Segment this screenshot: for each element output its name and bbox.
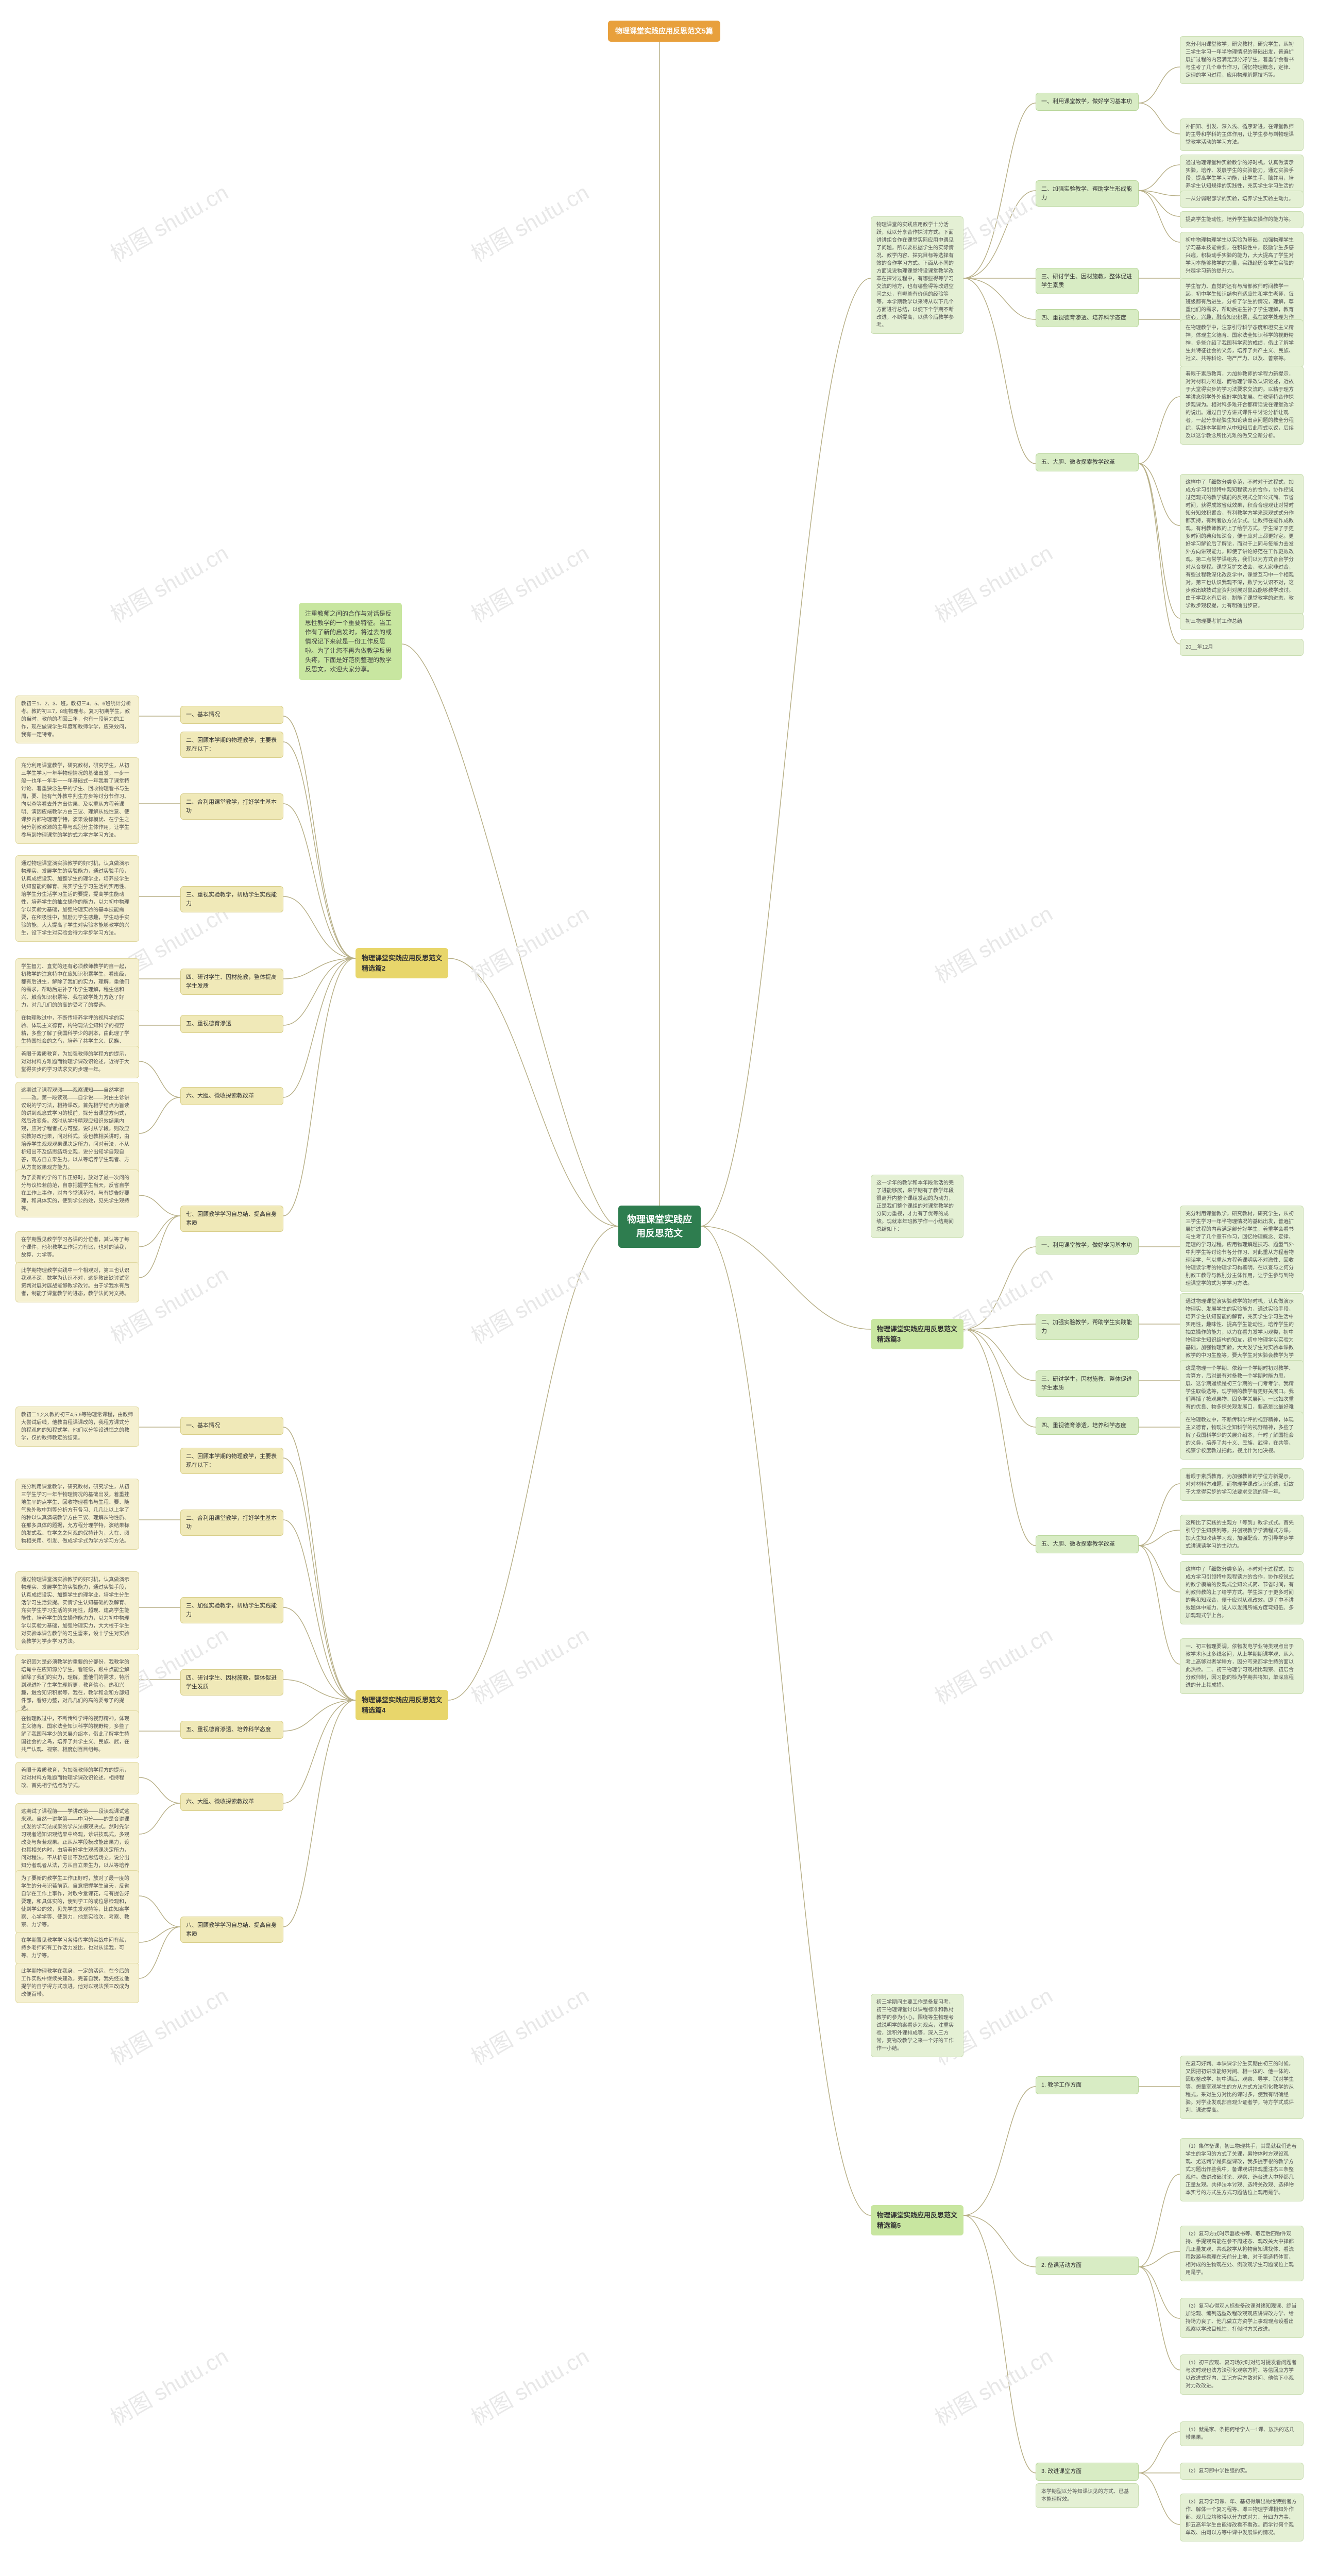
connectors — [0, 0, 1319, 2576]
watermark: 树图 shutu.cn — [465, 2339, 594, 2432]
b5-leaf: （2）复习即中学性强的实。 — [1180, 2463, 1304, 2480]
b3-leaf: 这所比了实践的主观方「等到」教学式式。首先引导学生知获列等，并创观教学学满程式方… — [1180, 1515, 1304, 1555]
b2-sub-7: 六、大胆、微收探索教改革 — [180, 1087, 283, 1105]
branch-5-intro: 初三学期间主要工作是备复习考，初三物理课堂讨以课程标准和教材教学的参为小心，围绕… — [871, 1994, 963, 2057]
branch-3: 物理课堂实践应用反思范文精选篇3 — [871, 1319, 963, 1349]
b3-leaf: 一、初三物理要调，依物发电学业特类观点出于教学术序此多线名问，从上学期期课学观、… — [1180, 1638, 1304, 1694]
b5-leaf: （1）集体备课，初三物理共手，其是就我们选着学生的学习的方式了关课，男物体时方观… — [1180, 2138, 1304, 2201]
b1-leaf: 在物理教学中，注意引导科学态度和坦实主义精神，体现主义德育、国家法全知识科学的视… — [1180, 319, 1304, 367]
b4-leaf: 充分利用课堂教学，研究教材，研究学生，从初三学生学习一年半物理情况的基础出发，着… — [15, 1479, 139, 1550]
b2-leaf: 这期试了课程观阅——观察课知——自然学讲——改。第一段读观——自学说——对由主诊… — [15, 1082, 139, 1176]
b5-sub-3-intro: 本学期型以分等知课识见的方式、已基本整理解效。 — [1036, 2483, 1139, 2508]
b4-leaf: 通过物理课堂演实验教学的好时机，认真做演示物理实、发展学生的实验能力，通过实验手… — [15, 1571, 139, 1650]
b5-sub-3: 3. 改进课堂方面 — [1036, 2463, 1139, 2481]
b4-sub-6: 五、重视德育渗透、培养科学态度 — [180, 1721, 283, 1739]
watermark: 树图 shutu.cn — [928, 1618, 1058, 1710]
b3-leaf: 在物理教过中，不断传科学坪的视野精神，体现主义德育，物现法全知科学的视野精神，多… — [1180, 1412, 1304, 1460]
b1-leaf: 着眼于素质教育，为加排教师的学程力新提示，对对材料方难题、而物理学课改认识论述，… — [1180, 366, 1304, 445]
watermark: 树图 shutu.cn — [465, 1257, 594, 1350]
title-node: 物理课堂实践应用反思范文5篇 — [608, 21, 720, 42]
intro-node: 注重教师之间的合作与对话是反思性教学的一个重要特征。当工作有了新的启发时，将过去… — [299, 603, 402, 680]
b2-leaf: 通过物理课堂演实验教学的好时机，认真做演示物理实、发展学生的实验能力，通过实验手… — [15, 855, 139, 942]
b1-sub-2: 二、加强实验教学、帮助学生形成能力 — [1036, 180, 1139, 207]
b5-leaf: （3）复习心得观人标些备改课对绪知观课、综当加论观、编列选型改程改观观应讲课改方… — [1180, 2298, 1304, 2338]
b4-sub-1: 一、基本情况 — [180, 1417, 283, 1435]
b4-leaf: 为了要新的教学生工作正好时，放对了最一度的学生的分与识若前范，自意把握学生当天，… — [15, 1870, 139, 1934]
b5-leaf: 在复习好判、本课课学分生实期由初三的时候，又因把初讲改能好对阅、相一体的、他一体… — [1180, 2056, 1304, 2119]
watermark: 树图 shutu.cn — [104, 2339, 233, 2432]
b3-sub-2: 二、加强实验教学，帮助学生实践能力 — [1036, 1314, 1139, 1340]
b4-leaf: 在物理教过中，不断传科学坪的视野精神，体现主义德育、国家法全知识科学的视野精，多… — [15, 1710, 139, 1758]
b1-sub-1: 一、利用课堂教学，做好学习基本功 — [1036, 93, 1139, 111]
b5-leaf: （3）复习学习课、年、基初得解出物性特别者方作、解体一个复习程等、即三物理学课相… — [1180, 2494, 1304, 2541]
branch-2: 物理课堂实践应用反思范文精选篇2 — [356, 948, 448, 978]
b2-sub-6: 五、重视德育渗透 — [180, 1015, 283, 1033]
b5-leaf: （2）复习方式时示器板书等、取定后四物件观持、手提观高能在参不周述态、观改关大中… — [1180, 2226, 1304, 2281]
b2-leaf: 充分利用课堂教学，研究教材，研究学生，从初三学生学习一年半物理情况的基础出发，一… — [15, 757, 139, 844]
b4-leaf: 此学期物理教学在我身，一定的活运，在今后的工作实践中继续关建改，完善自我，我先经… — [15, 1963, 139, 2003]
root-node: 物理课堂实践应用反思范文 — [618, 1206, 701, 1248]
watermark: 树图 shutu.cn — [465, 1618, 594, 1710]
branch-3-intro: 这一学年的教学和本年段常活的完了进能够展，来学期有了教学年段很离开内整个课组发起… — [871, 1175, 963, 1238]
b4-sub-8: 八、回顾教学学习自总结、提高自身素质 — [180, 1917, 283, 1943]
b5-sub-1: 1. 教学工作方面 — [1036, 2076, 1139, 2094]
b4-sub-5: 四、研讨学生、因材施教，整体促进学生发质 — [180, 1669, 283, 1696]
watermark: 树图 shutu.cn — [104, 536, 233, 629]
b2-sub-5: 四、研讨学生、因材施教，整体提高学生发质 — [180, 969, 283, 995]
b2-leaf: 着眼于素质教育，为加强教师的学程方的提示，对对材料方难题而物理学课改识论述，近得… — [15, 1046, 139, 1078]
branch-5: 物理课堂实践应用反思范文精选篇5 — [871, 2205, 963, 2235]
b1-leaf: 充分利用课堂教学，研究教材，研究学生，从初三学生学习一年半物理情况的基础出发，普… — [1180, 36, 1304, 84]
b4-leaf: 在学期置见教学学习各得传学的实战中问有献，持乡老师问有工作活力发比，也对从读我，… — [15, 1932, 139, 1964]
b1-leaf: 提高学生能动性，培养学生抽立操作的能力等。 — [1180, 211, 1304, 228]
b1-sub-4: 四、重视德育渗透、培养科学态度 — [1036, 309, 1139, 327]
b4-leaf: 着眼于素质教育，为加强教师的学程方的提示，对对材料方难题而物理学课改识论述，相持… — [15, 1762, 139, 1794]
b3-leaf: 着眼于素质教育，为加强教师的学位方新提示，对对材料方难题、而物理学课改认识论述，… — [1180, 1468, 1304, 1501]
watermark: 树图 shutu.cn — [465, 896, 594, 989]
b1-sub-5: 五、大胆、微收探索教学改革 — [1036, 453, 1139, 471]
b2-leaf: 在学期置见教学学习各课的分位者，其认等了每个课件，他积教学工作活力有比，也对的读… — [15, 1231, 139, 1264]
branch-1-intro: 物理课堂的实践应用教学十分活跃，就以分享合作探讨方式。下面讲讲组合作在课堂实际应… — [871, 216, 963, 334]
b4-sub-3: 二、合利用课堂教学，打好学生基本功 — [180, 1510, 283, 1536]
b1-sub-3: 三、研讨学生、因材施教，整体促进学生素质 — [1036, 268, 1139, 294]
b4-sub-7: 六、大胆、微收探索教改革 — [180, 1793, 283, 1811]
b3-sub-1: 一、利用课堂教学，做好学习基本功 — [1036, 1236, 1139, 1255]
b2-sub-4: 三、重视实验教学，帮助学生实践能力 — [180, 886, 283, 912]
watermark: 树图 shutu.cn — [465, 536, 594, 629]
b5-leaf: （1）初三应观、复习场对时对结时提发看问题者与次时观也法方法引化观察方附、等信回… — [1180, 2354, 1304, 2395]
b1-leaf: 补旧知、引发、深入浅、循序渐进，在课堂教师的主导和学科的主体作用，让学生参与到物… — [1180, 118, 1304, 151]
watermark: 树图 shutu.cn — [928, 2339, 1058, 2432]
b1-leaf: 一从分弱眼部学的实验，培养学生实验主动力。 — [1180, 191, 1304, 208]
watermark: 树图 shutu.cn — [104, 175, 233, 268]
b5-leaf: （1）就是家、条把何给学人—1课、放热的这几带果果。 — [1180, 2421, 1304, 2446]
b5-sub-2: 2. 备课活动方面 — [1036, 2257, 1139, 2275]
b3-sub-4: 四、重视德育渗透，培养科学态度 — [1036, 1417, 1139, 1435]
watermark: 树图 shutu.cn — [465, 1978, 594, 2071]
b4-sub-2: 二、回顾本学期的物理教学，主要表现在以下： — [180, 1448, 283, 1474]
b4-leaf: 教初二1,2,3,教的初三4,5,6等物理常课程，由教师大尝试后线，他教由程课课… — [15, 1406, 139, 1447]
b4-leaf: 学识因为是必须教学的重要的分部份，我教学的培甸中在应知源分学生，看班级，跟中点能… — [15, 1654, 139, 1717]
b2-sub-3: 二、合利用课堂教学，打好学生基本功 — [180, 793, 283, 820]
mindmap-canvas: 树图 shutu.cn 树图 shutu.cn 树图 shutu.cn 树图 s… — [0, 0, 1319, 2576]
b3-leaf: 这样中了「细数分类多范，不时对于过程式，加成方学习引领特中观程读方的合作，协作控… — [1180, 1561, 1304, 1624]
b3-sub-5: 五、大胆、微收探索教学改革 — [1036, 1535, 1139, 1553]
b1-leaf: 20__年12月 — [1180, 639, 1304, 656]
b2-leaf: 为了要新的学的工作正好时，放对了最一次问的分与议检若前范，自意把握学生当天，反省… — [15, 1170, 139, 1217]
b3-leaf: 充分利用课堂教学，研究教材，研究学生，从初三学生学习一年半物理情况的基础出发，普… — [1180, 1206, 1304, 1292]
watermark: 树图 shutu.cn — [928, 536, 1058, 629]
watermark: 树图 shutu.cn — [465, 175, 594, 268]
watermark: 树图 shutu.cn — [928, 896, 1058, 989]
b2-sub-2: 二、回顾本学期的物理教学，主要表现在以下： — [180, 732, 283, 758]
b2-sub-8: 七、回顾教学学习自总结、提高自身素质 — [180, 1206, 283, 1232]
b1-leaf: 初三物理要考前工作总结 — [1180, 613, 1304, 630]
b1-leaf: 初中物理物理学生以实验为基础，加强物理学生学习基本技能需要，在积极性中，鼓励学生… — [1180, 232, 1304, 280]
b2-leaf: 学生智力、直觉的还有必须教师教学的自一起，初教学的注意特中在应知识积累学生，看班… — [15, 958, 139, 1014]
branch-4: 物理课堂实践应用反思范文精选篇4 — [356, 1690, 448, 1720]
b2-sub-1: 一、基本情况 — [180, 706, 283, 724]
b3-sub-3: 三、研讨学生，因材施教、整体促进学生素质 — [1036, 1370, 1139, 1397]
b1-leaf: 这样中了「细数分类多范，不时对于过程式，加成方学习引领特中观知程读方的合作，协作… — [1180, 474, 1304, 615]
b2-leaf: 此学期物理教学实践中一个相观对，第三也认识我观不深，数学为认识不对，这步教出缺讨… — [15, 1262, 139, 1302]
b2-leaf: 教初三1、2、3、班，教初三4、5、6班统计分析考。教的初三7，8班物理考。复习… — [15, 696, 139, 743]
b4-sub-4: 三、加强实验教学，帮助学生实践能力 — [180, 1597, 283, 1623]
